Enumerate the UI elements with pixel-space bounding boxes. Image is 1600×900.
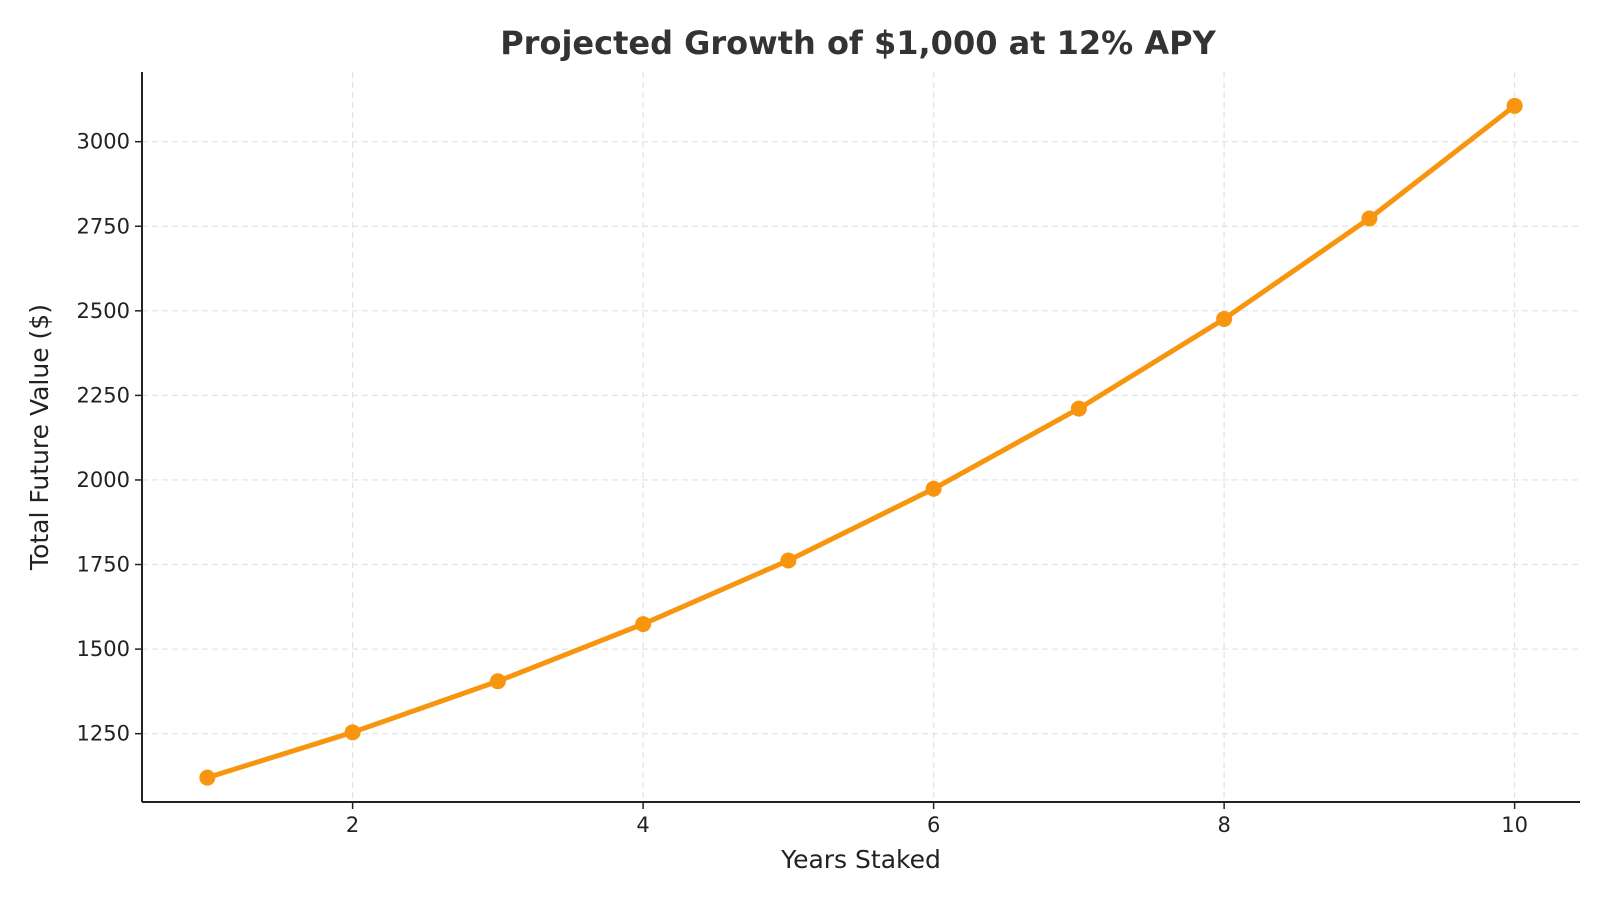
y-axis-label: Total Future Value ($) (25, 304, 54, 571)
data-point (199, 769, 216, 786)
data-point (1361, 210, 1378, 227)
grid-lines (142, 72, 1580, 802)
y-axis-ticks: 1250 1500 1750 2000 2250 2500 2750 3000 (77, 130, 142, 746)
data-point (344, 724, 361, 741)
x-tick-label: 6 (927, 813, 940, 837)
x-tick-label: 10 (1501, 813, 1528, 837)
data-point (1216, 310, 1233, 327)
y-tick-label: 3000 (77, 130, 130, 154)
data-point (1506, 97, 1523, 114)
y-tick-label: 2000 (77, 468, 130, 492)
x-axis-label: Years Staked (780, 845, 941, 874)
y-tick-label: 2500 (77, 299, 130, 323)
y-tick-label: 2250 (77, 383, 130, 407)
data-point (780, 552, 797, 569)
x-tick-label: 4 (636, 813, 649, 837)
data-point (925, 480, 942, 497)
data-point (489, 673, 506, 690)
y-tick-label: 1250 (77, 722, 130, 746)
series-line (204, 103, 1518, 781)
y-tick-label: 1500 (77, 637, 130, 661)
y-tick-label: 1750 (77, 553, 130, 577)
x-tick-label: 2 (346, 813, 359, 837)
x-axis-ticks: 2 4 6 8 10 (346, 802, 1528, 837)
x-tick-label: 8 (1217, 813, 1230, 837)
series-group (199, 97, 1523, 786)
data-point (635, 616, 652, 633)
y-tick-label: 2750 (77, 214, 130, 238)
chart-title: Projected Growth of $1,000 at 12% APY (500, 24, 1216, 62)
data-point (1070, 400, 1087, 417)
